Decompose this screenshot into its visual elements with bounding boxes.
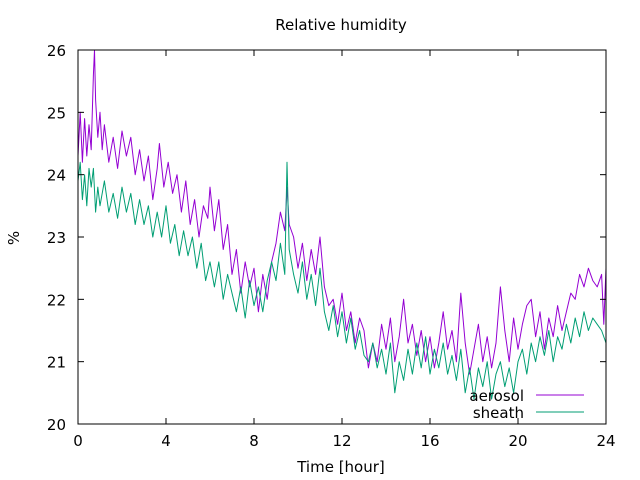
series-layer: [77, 49, 607, 400]
chart-title: Relative humidity: [275, 16, 407, 34]
y-tick-label: 22: [47, 291, 66, 309]
y-tick-label: 20: [47, 416, 66, 434]
legend-label-sheath: sheath: [473, 404, 524, 422]
axis-ticks: 0 4 8 12 16 20 24 20 21 22 23 24 25 26: [47, 42, 616, 450]
y-tick-label: 24: [47, 167, 66, 185]
y-axis-label: %: [5, 231, 23, 245]
series-line-aerosol: [77, 49, 607, 375]
y-tick-label: 25: [47, 104, 66, 122]
x-tick-label: 12: [332, 432, 351, 450]
x-tick-label: 8: [249, 432, 259, 450]
y-tick-label: 26: [47, 42, 66, 60]
legend-label-aerosol: aerosol: [469, 387, 524, 405]
x-tick-label: 4: [161, 432, 171, 450]
y-tick-label: 21: [47, 354, 66, 372]
x-tick-label: 0: [73, 432, 83, 450]
x-axis-label: Time [hour]: [296, 458, 385, 476]
x-tick-label: 24: [596, 432, 615, 450]
y-tick-label: 23: [47, 229, 66, 247]
x-tick-label: 16: [420, 432, 439, 450]
x-tick-label: 20: [508, 432, 527, 450]
series-line-sheath: [77, 161, 607, 400]
